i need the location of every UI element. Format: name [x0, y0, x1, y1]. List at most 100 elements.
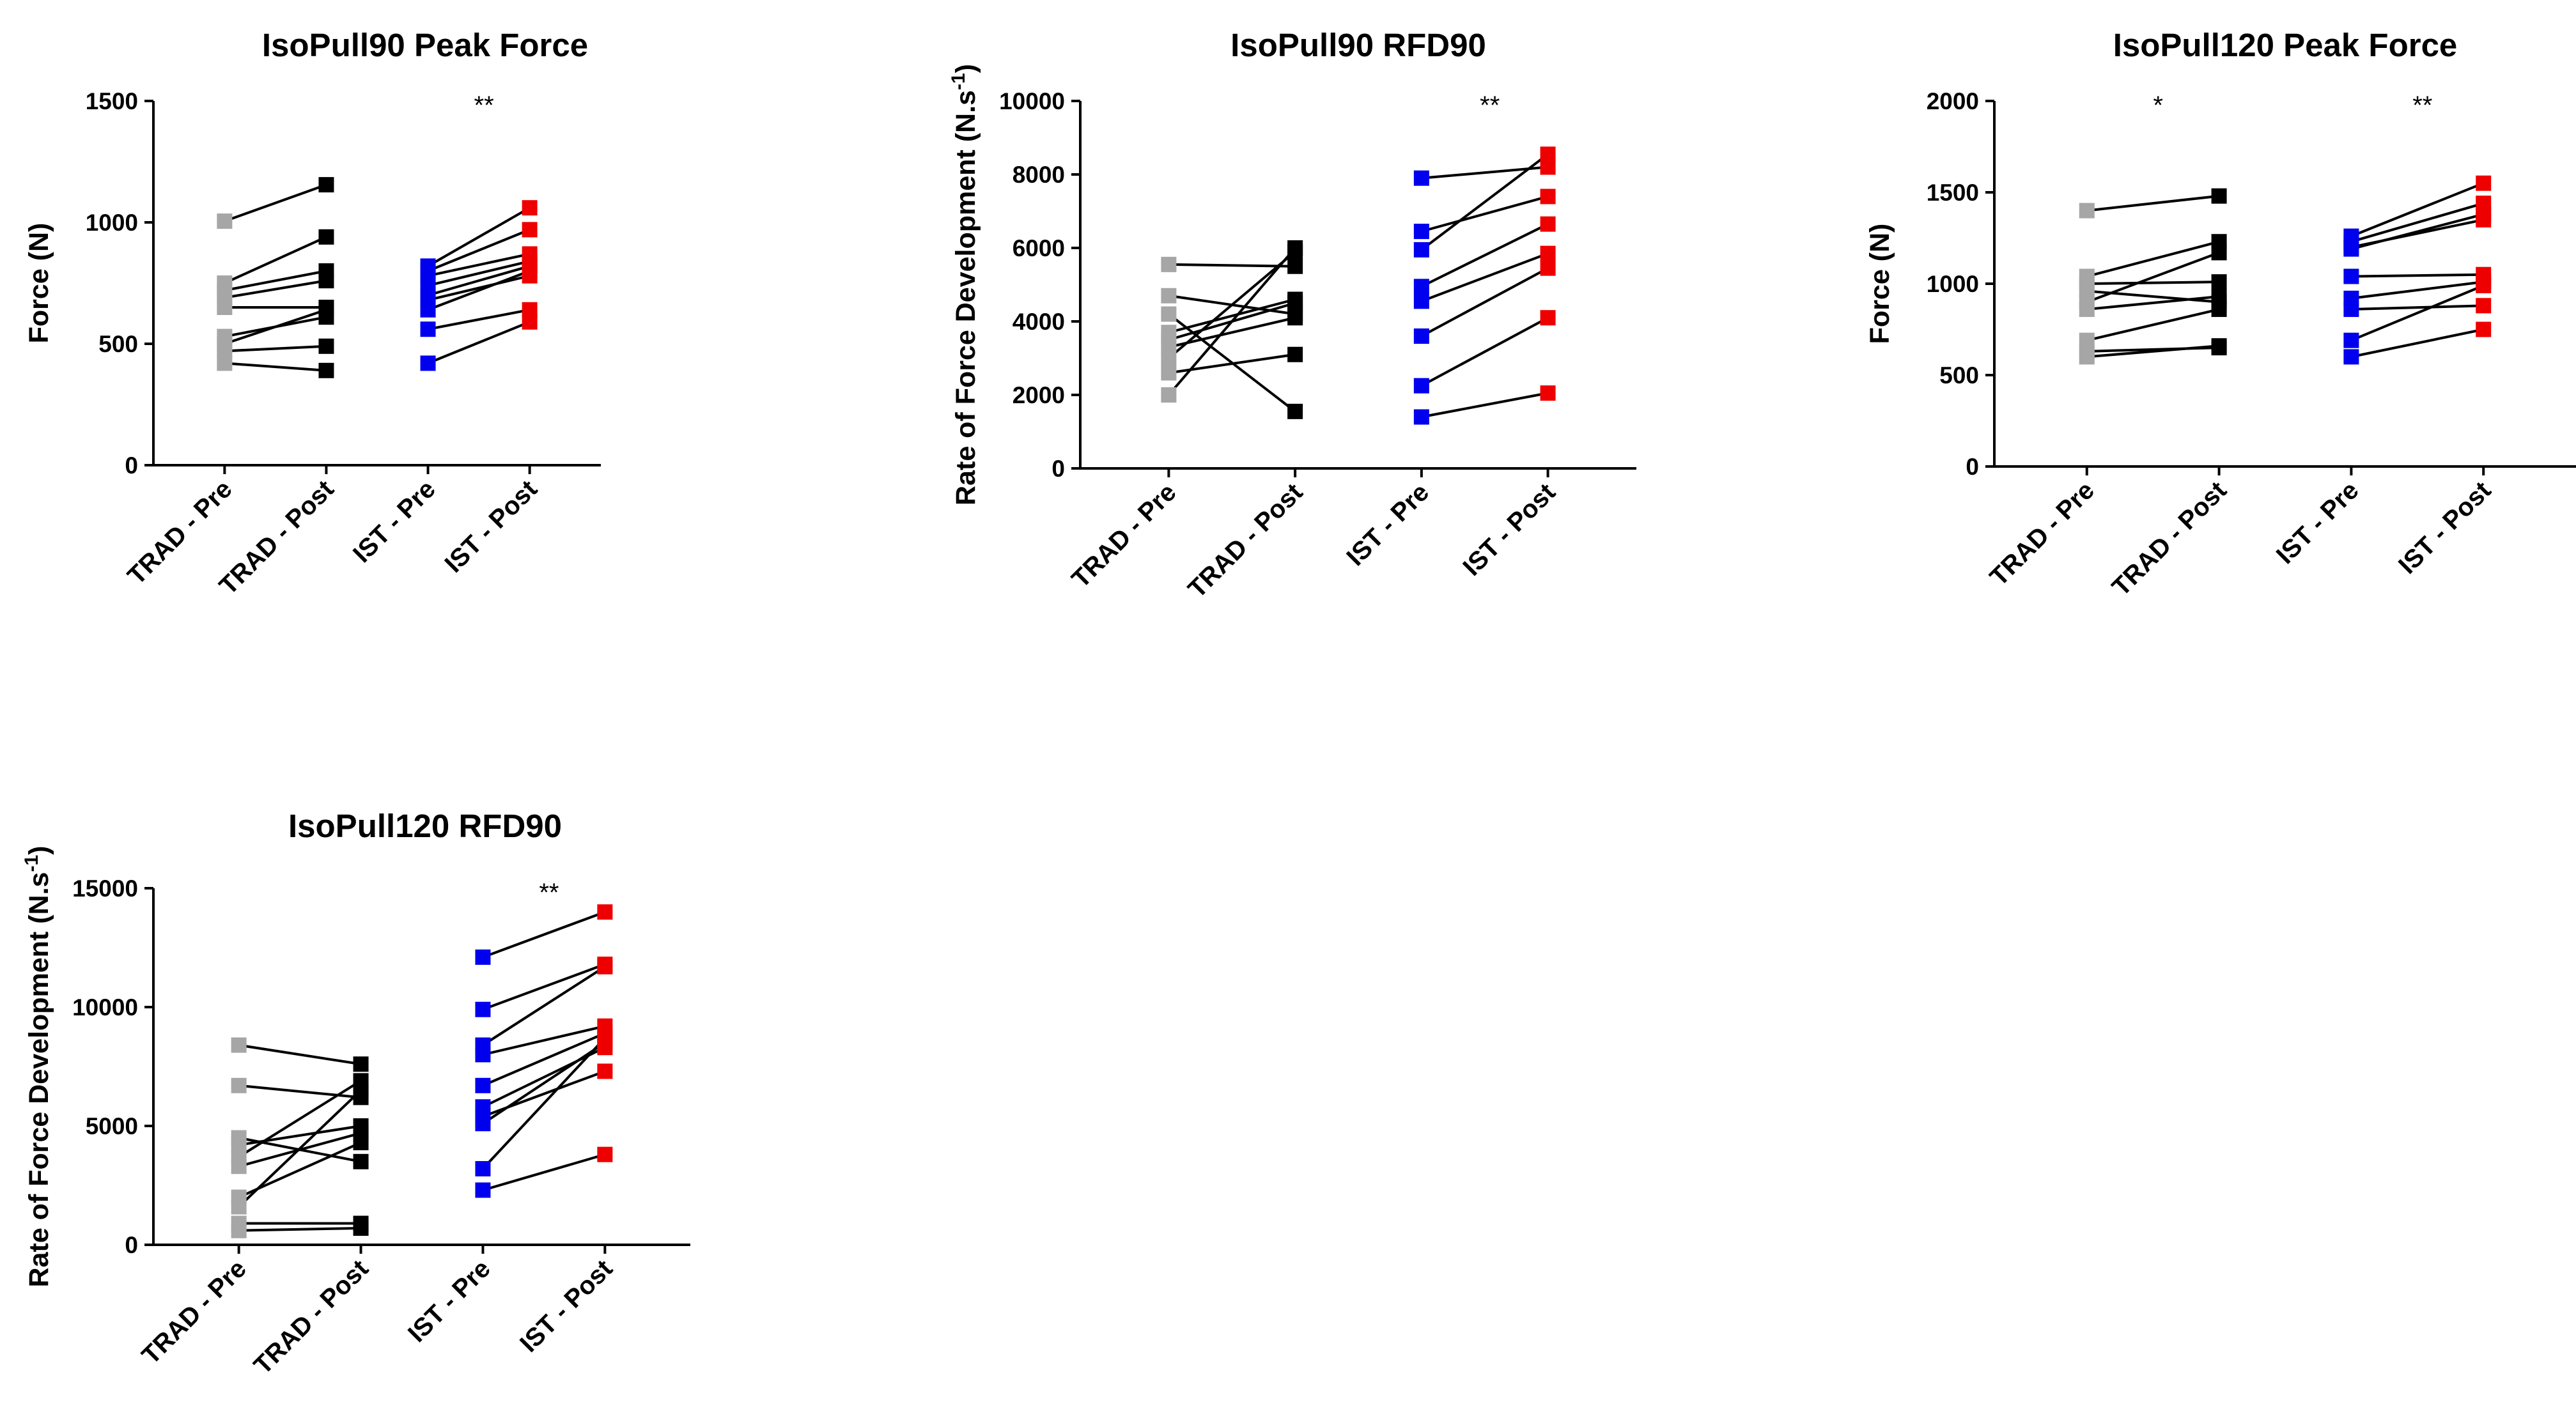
data-point-ist-pre [420, 321, 436, 337]
data-point-trad-pre [1161, 306, 1177, 322]
data-point-ist-pre [1413, 378, 1429, 394]
y-tick-label: 0 [1966, 454, 1979, 480]
y-tick-label: 0 [125, 452, 138, 479]
data-point-ist-post [522, 263, 538, 279]
y-axis-label: Rate of Force Development (N.s-1) [21, 846, 55, 1288]
data-point-trad-post [2211, 245, 2227, 261]
y-tick-label: 1000 [86, 210, 138, 236]
data-point-ist-pre [420, 355, 436, 371]
significance-marker: ** [474, 91, 494, 119]
pair-line [2086, 240, 2220, 278]
pair-line [482, 1032, 606, 1087]
data-point-ist-pre [420, 302, 436, 318]
x-tick-label: TRAD - Post [249, 1254, 374, 1380]
data-point-trad-pre [1161, 256, 1177, 272]
y-tick-label: 0 [125, 1232, 138, 1258]
pair-line [427, 265, 531, 297]
pair-line [238, 1044, 361, 1066]
pair-line [1420, 153, 1549, 251]
x-tick-label: IST - Post [515, 1254, 618, 1358]
pair-line [481, 1036, 606, 1170]
data-point-ist-pre [2343, 241, 2359, 257]
x-tick-label: IST - Pre [403, 1254, 496, 1348]
data-point-ist-post [1540, 385, 1556, 401]
data-point-ist-post [2476, 277, 2492, 293]
data-point-ist-post [597, 1030, 613, 1046]
pair-line [2086, 194, 2219, 212]
y-tick-label: 15000 [72, 875, 138, 902]
data-point-trad-post [353, 1056, 369, 1072]
pair-line [238, 1125, 361, 1146]
data-point-trad-pre [231, 1077, 247, 1093]
data-point-trad-post [1287, 295, 1303, 311]
y-tick-label: 0 [1051, 456, 1065, 482]
pair-line [2086, 281, 2219, 285]
y-axis-label: Force (N) [24, 223, 54, 344]
data-point-ist-pre [1413, 224, 1429, 240]
pair-line [428, 252, 531, 277]
pair-line [1168, 298, 1296, 334]
x-tick-label: IST - Pre [2271, 476, 2364, 569]
data-point-trad-post [318, 338, 334, 354]
data-point-ist-post [1540, 189, 1556, 204]
pair-line [224, 308, 327, 345]
pair-line [428, 259, 531, 287]
data-point-trad-pre [1161, 332, 1177, 348]
y-axis-label: Rate of Force Development (N.s-1) [948, 64, 982, 505]
data-point-ist-pre [1413, 293, 1429, 309]
data-point-trad-post [318, 362, 334, 378]
pair-line [224, 362, 327, 372]
data-point-ist-pre [475, 1160, 491, 1176]
data-point-ist-pre [2343, 349, 2359, 365]
data-point-trad-post [353, 1135, 369, 1151]
data-point-trad-post [318, 273, 334, 289]
data-point-trad-post [2211, 302, 2227, 318]
x-tick-label: TRAD - Pre [122, 475, 237, 590]
data-point-ist-post [2476, 206, 2492, 222]
data-point-ist-pre [1413, 328, 1429, 344]
data-point-trad-post [1287, 346, 1303, 362]
data-point-ist-pre [1413, 242, 1429, 258]
data-point-trad-post [318, 177, 334, 193]
pair-line [2086, 308, 2220, 342]
data-point-trad-post [353, 1220, 369, 1236]
data-point-trad-post [1287, 240, 1303, 256]
pair-line [1168, 353, 1296, 374]
significance-marker: * [2153, 91, 2163, 119]
chart-svg: IsoPull90 RFD90 Rate of Force Development… [948, 27, 1636, 603]
data-point-trad-pre [2079, 302, 2095, 318]
data-point-trad-post [1287, 310, 1303, 326]
data-point-trad-pre [1161, 365, 1177, 381]
data-point-trad-pre [1161, 350, 1177, 366]
data-point-ist-post [597, 1063, 613, 1079]
pair-line [2350, 284, 2484, 342]
pair-line [1421, 195, 1549, 233]
data-point-ist-post [597, 1146, 613, 1162]
x-tick-label: TRAD - Post [2107, 476, 2232, 601]
chart-isopull120-rfd90: IsoPull120 RFD90 Rate of Force Developmen… [0, 786, 799, 1425]
data-point-ist-pre [1413, 279, 1429, 295]
chart-isopull120-peak-force: IsoPull120 Peak Force Force (N) 0 500 1000 15… [1865, 0, 2576, 639]
chart-isopull90-rfd90: IsoPull90 RFD90 Rate of Force Development… [927, 0, 1726, 639]
y-tick-label: 8000 [1013, 162, 1065, 188]
data-point-ist-post [597, 959, 613, 974]
pair-line [1421, 252, 1549, 303]
chart-isopull90-peak-force: IsoPull90 Peak Force Force (N) 0 500 1000 150… [0, 0, 799, 639]
pair-line [428, 308, 531, 331]
pair-line [482, 1024, 605, 1056]
pair-line [238, 1226, 361, 1232]
pair-line [1420, 316, 1549, 387]
x-tick-label: IST - Post [439, 475, 543, 578]
pair-line [2086, 295, 2219, 311]
chart-title: IsoPull90 Peak Force [262, 27, 588, 63]
data-point-ist-post [2476, 175, 2492, 191]
data-point-trad-pre [231, 1037, 247, 1053]
data-point-ist-pre [475, 1182, 491, 1198]
data-point-trad-post [353, 1082, 369, 1098]
pair-line [224, 235, 327, 284]
pair-line [224, 344, 327, 353]
pair-line [1168, 316, 1296, 349]
pair-line [238, 1079, 362, 1159]
y-tick-label: 2000 [1013, 382, 1065, 408]
y-tick-label: 2000 [1927, 88, 1979, 114]
